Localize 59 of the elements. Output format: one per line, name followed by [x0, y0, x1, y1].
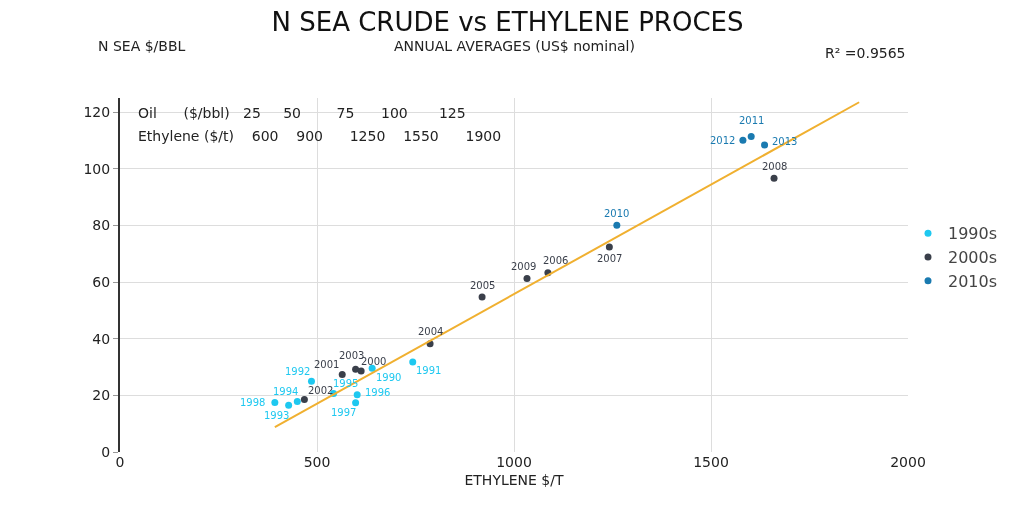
- y-axis-title: N SEA $/BBL: [98, 38, 186, 54]
- annotation: 2008: [762, 161, 788, 172]
- chart-title: N SEA CRUDE vs ETHYLENE PROCES: [271, 6, 744, 37]
- point: [307, 377, 315, 385]
- annotation: 2002: [308, 385, 334, 396]
- y-tick-label: 60: [92, 273, 111, 290]
- legend-label: 2000s: [948, 248, 998, 268]
- annotation: 2001: [314, 359, 340, 370]
- annotation: 2004: [418, 326, 444, 337]
- x-tick-label: 2000: [890, 454, 926, 470]
- annotation: 2005: [470, 280, 496, 291]
- point: [523, 274, 531, 282]
- y-tick-label: 20: [92, 387, 111, 404]
- annotation: 2006: [543, 255, 569, 266]
- point: [271, 398, 279, 406]
- legend-label: 1990s: [948, 224, 998, 244]
- point: [747, 133, 755, 141]
- y-tick-label: 40: [92, 330, 111, 347]
- x-tick-label: 0: [115, 454, 125, 470]
- annotation: 1993: [264, 410, 290, 421]
- annotation: 1997: [331, 407, 357, 418]
- y-tick-label: 120: [83, 104, 111, 121]
- annotation: 2007: [597, 253, 623, 264]
- annotation: 2011: [739, 115, 765, 126]
- point: [613, 221, 621, 229]
- y-tick-label: 100: [83, 160, 111, 177]
- point: [478, 293, 486, 301]
- annotation: 1998: [240, 397, 266, 408]
- point: [353, 391, 361, 399]
- x-tick-label: 1500: [693, 454, 729, 470]
- annotation: 1994: [273, 386, 299, 397]
- legend-label: 2010s: [948, 272, 998, 292]
- point: [293, 398, 301, 406]
- point: [409, 358, 417, 366]
- annotation: 1992: [285, 366, 311, 377]
- point: [739, 136, 747, 144]
- annotation: Ethylene ($/t) 600 900 1250 1550 1900: [138, 128, 502, 144]
- point: [770, 174, 778, 182]
- annotation: Oil ($/bbl) 25 50 75 100 125: [138, 105, 466, 121]
- point: [352, 365, 360, 373]
- y-tick-label: 80: [92, 217, 111, 234]
- point: [300, 396, 308, 404]
- point: [352, 399, 360, 407]
- chart-subtitle: ANNUAL AVERAGES (US$ nominal): [394, 38, 635, 54]
- x-axis-title: ETHYLENE $/T: [464, 472, 564, 489]
- annotation: 1990: [376, 372, 402, 383]
- point: [761, 141, 769, 149]
- point: [338, 370, 346, 378]
- text: R² =0.9565: [825, 45, 906, 61]
- annotation: 2012: [710, 135, 736, 146]
- annotation: 2009: [511, 261, 537, 272]
- x-tick-label: 1000: [496, 454, 532, 470]
- point: [285, 401, 293, 409]
- annotation: 2010: [604, 208, 630, 219]
- annotation: 1996: [365, 387, 391, 398]
- annotation: 1991: [416, 365, 442, 376]
- point: [605, 243, 613, 251]
- x-tick-label: 500: [303, 454, 331, 470]
- point: [357, 367, 365, 375]
